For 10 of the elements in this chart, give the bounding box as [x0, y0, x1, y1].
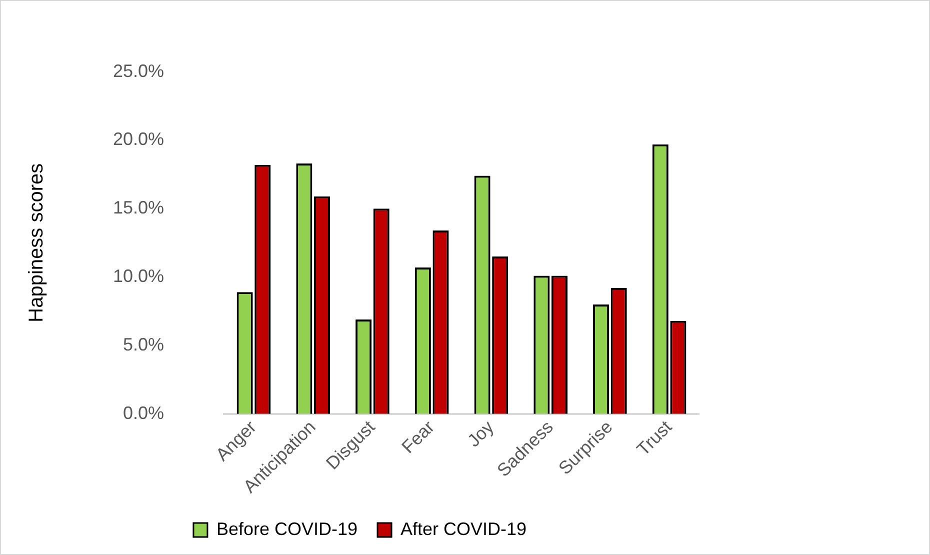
y-tick-label: 15.0%: [112, 198, 164, 218]
y-tick-label: 10.0%: [112, 266, 164, 286]
y-axis-title: Happiness scores: [26, 163, 48, 322]
y-tick-label: 25.0%: [112, 60, 164, 81]
legend-label: Before COVID-19: [216, 518, 358, 539]
y-tick-label: 5.0%: [123, 334, 164, 354]
y-tick-label: 0.0%: [123, 402, 164, 423]
x-tick-label: Joy: [464, 416, 498, 451]
y-tick-label: 20.0%: [112, 129, 164, 150]
legend-label: After COVID-19: [400, 518, 527, 539]
